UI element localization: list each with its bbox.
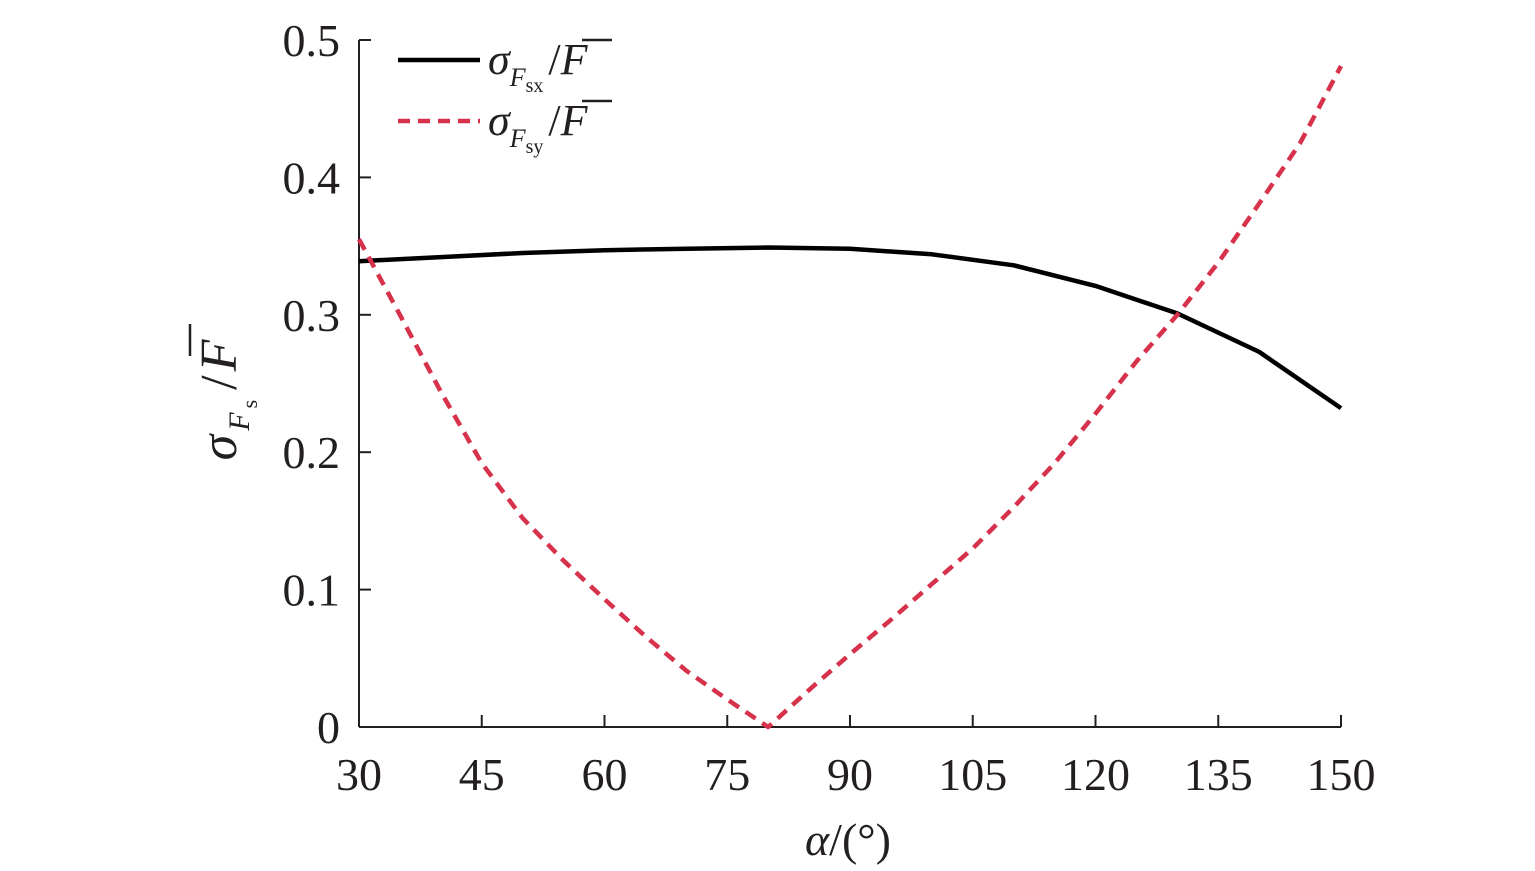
x-tick-label: 120: [1061, 749, 1130, 800]
x-tick-label: 30: [336, 749, 382, 800]
x-tick-label: 135: [1184, 749, 1253, 800]
x-axis-title: α/(°): [805, 814, 891, 865]
y-tick-label: 0.4: [283, 152, 341, 203]
x-tick-label: 105: [938, 749, 1007, 800]
legend-label-sy: σFsy/F: [488, 96, 589, 158]
x-title-symbol: α: [805, 814, 830, 865]
y-tick-label: 0.5: [283, 15, 341, 66]
y-tick-label: 0: [317, 702, 340, 753]
x-tick-label: 90: [827, 749, 873, 800]
legend-label-sx: σFsx/F: [488, 35, 589, 97]
series-lines: [357, 65, 1343, 730]
series-line-sy: [357, 65, 1343, 730]
y-title-sub: F: [223, 412, 256, 432]
y-tick-label: 0.3: [283, 290, 341, 341]
series-line-sx: [358, 245, 1343, 411]
y-title-subsub: s: [237, 400, 262, 409]
tick-labels: 30 45 60 75 90 105 120 135 150 0 0.1 0.2 0.3 0.4 0.5: [283, 15, 1376, 800]
y-title-sep: /: [191, 375, 248, 390]
x-tick-label: 45: [459, 749, 505, 800]
y-title-symbol: σ: [191, 432, 248, 460]
axes: [358, 39, 1342, 728]
y-axis-title: σ F s / F: [191, 338, 262, 460]
y-title-over: F: [191, 338, 248, 372]
x-tick-label: 75: [704, 749, 750, 800]
x-tick-label: 150: [1307, 749, 1376, 800]
x-title-unit: /(°): [829, 814, 891, 865]
y-tick-label: 0.1: [283, 565, 341, 616]
legend: σFsx/F σFsy/F: [398, 35, 612, 158]
x-tick-label: 60: [582, 749, 628, 800]
y-tick-label: 0.2: [283, 427, 341, 478]
